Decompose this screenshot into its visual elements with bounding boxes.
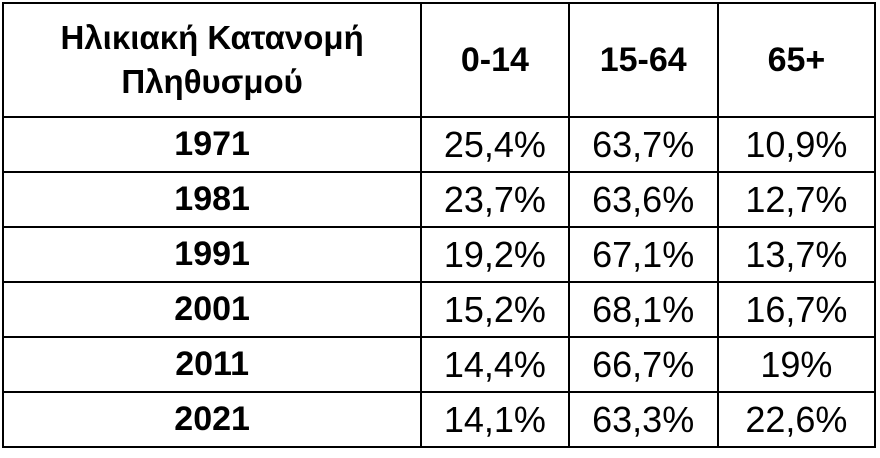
age-distribution-table: Ηλικιακή Κατανομή Πληθυσμού 0-14 15-64 6… [1, 2, 877, 448]
table-row: 2021 14,1% 63,3% 22,6% [1, 391, 877, 448]
cell-value: 68,1% [567, 281, 719, 338]
row-year-label: 1991 [1, 226, 423, 283]
cell-value: 15,2% [420, 281, 570, 338]
cell-value: 63,6% [567, 171, 719, 228]
table-title-cell: Ηλικιακή Κατανομή Πληθυσμού [1, 2, 423, 118]
cell-value: 25,4% [420, 116, 570, 173]
row-year-label: 2011 [1, 336, 423, 393]
table-row: 1971 25,4% 63,7% 10,9% [1, 116, 877, 173]
cell-value: 63,7% [567, 116, 719, 173]
cell-value: 13,7% [716, 226, 877, 283]
cell-value: 12,7% [716, 171, 877, 228]
cell-value: 67,1% [567, 226, 719, 283]
table-title-line2: Πληθυσμού [121, 63, 303, 100]
table-row: 2011 14,4% 66,7% 19% [1, 336, 877, 393]
row-year-label: 1981 [1, 171, 423, 228]
column-header-65-plus: 65+ [716, 2, 877, 118]
table-row: 2001 15,2% 68,1% 16,7% [1, 281, 877, 338]
cell-value: 14,1% [420, 391, 570, 448]
cell-value: 19% [716, 336, 877, 393]
row-year-label: 1971 [1, 116, 423, 173]
column-header-15-64: 15-64 [567, 2, 719, 118]
cell-value: 66,7% [567, 336, 719, 393]
header-row: Ηλικιακή Κατανομή Πληθυσμού 0-14 15-64 6… [1, 2, 877, 118]
table-title-line1: Ηλικιακή Κατανομή [60, 19, 364, 56]
cell-value: 14,4% [420, 336, 570, 393]
cell-value: 16,7% [716, 281, 877, 338]
cell-value: 63,3% [567, 391, 719, 448]
cell-value: 23,7% [420, 171, 570, 228]
cell-value: 19,2% [420, 226, 570, 283]
table-row: 1981 23,7% 63,6% 12,7% [1, 171, 877, 228]
cell-value: 22,6% [716, 391, 877, 448]
column-header-0-14: 0-14 [420, 2, 570, 118]
table-row: 1991 19,2% 67,1% 13,7% [1, 226, 877, 283]
row-year-label: 2021 [1, 391, 423, 448]
cell-value: 10,9% [716, 116, 877, 173]
row-year-label: 2001 [1, 281, 423, 338]
